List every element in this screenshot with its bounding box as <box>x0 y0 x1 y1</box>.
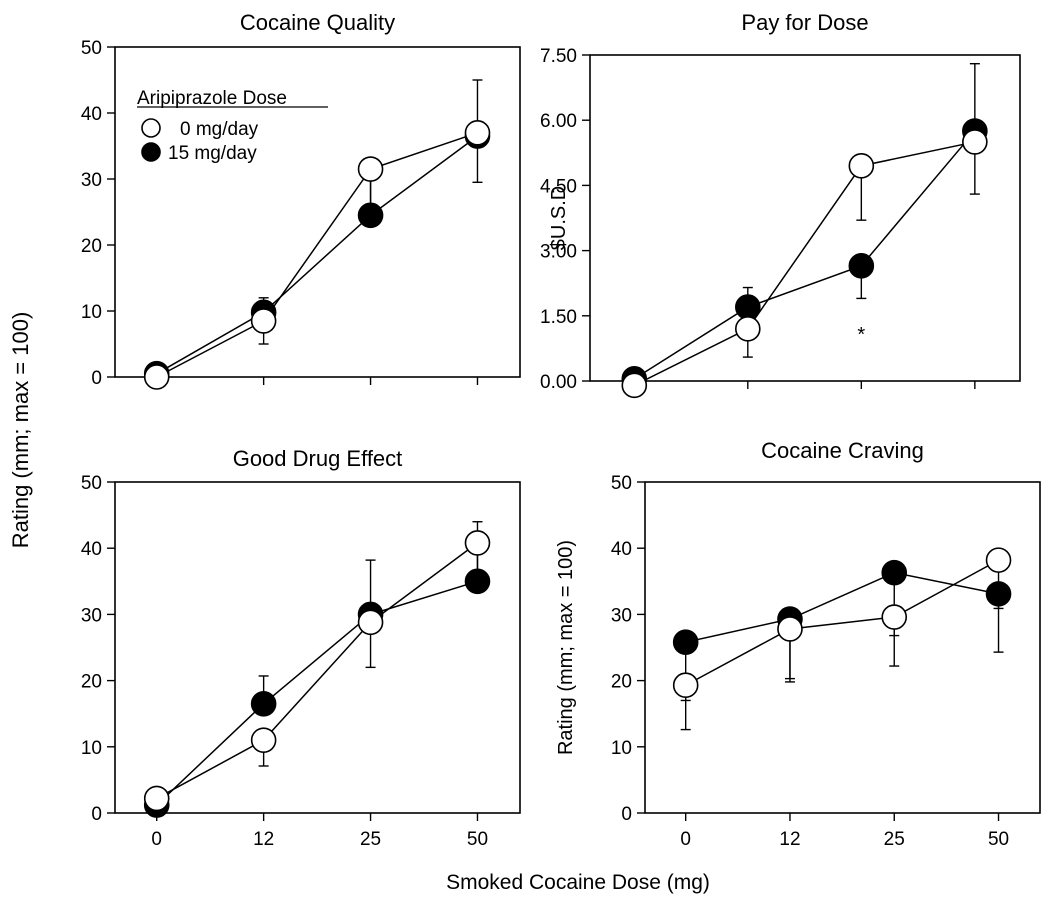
panel-title: Good Drug Effect <box>233 446 403 471</box>
series-line-filled <box>685 571 999 643</box>
x-tick-label: 12 <box>253 829 274 850</box>
y-tick-label: 0 <box>621 804 632 825</box>
y-tick-label: 1.50 <box>540 307 577 328</box>
y-tick-label: 0 <box>91 368 102 389</box>
series-line-open <box>156 542 478 800</box>
y-tick-label: 7.50 <box>540 46 577 67</box>
plot-frame <box>589 54 1021 382</box>
legend-marker-open <box>141 118 161 138</box>
data-point-filled <box>848 253 875 279</box>
shared-y-axis-label: Rating (mm; max = 100) <box>8 312 33 549</box>
panel-title: Cocaine Craving <box>761 438 924 463</box>
x-tick-label: 0 <box>680 829 691 850</box>
data-point-open <box>672 672 699 699</box>
x-tick-label: 25 <box>360 829 381 850</box>
panel-good: Good Drug Effect 0 10 20 30 40 50 0 12 25 50 <box>81 446 521 850</box>
legend-marker-filled <box>141 142 161 162</box>
y-tick-label: 3.00 <box>540 242 577 263</box>
data-point-filled <box>985 581 1012 607</box>
y-tick-label: 20 <box>81 672 102 693</box>
x-tick-label: 12 <box>779 829 800 850</box>
data-point-open <box>250 727 277 753</box>
y-tick-label: 40 <box>611 539 632 560</box>
y-tick-label: 30 <box>81 605 102 626</box>
panel-title: Cocaine Quality <box>240 10 395 35</box>
plot-frame <box>644 481 1041 814</box>
panel-title: Pay for Dose <box>741 10 868 35</box>
y-tick-label: 50 <box>81 473 102 494</box>
y-tick-label: 20 <box>81 236 102 257</box>
data-point-open <box>621 372 648 399</box>
y-tick-label: 40 <box>81 539 102 560</box>
y-tick-label: 50 <box>81 38 102 59</box>
data-point-open <box>250 308 277 334</box>
data-point-open <box>848 153 875 179</box>
y-tick-label: 0.00 <box>540 372 577 393</box>
plot-frame <box>114 481 521 814</box>
data-point-filled <box>357 202 384 229</box>
data-point-open <box>464 530 491 556</box>
series-line-open <box>156 132 478 378</box>
panel-quality: Cocaine Quality 0 10 20 30 40 50 Aripiprazole D… <box>81 10 521 390</box>
data-point-open <box>143 785 170 812</box>
y-tick-label: 6.00 <box>540 111 577 132</box>
data-point-open <box>735 316 761 342</box>
data-point-filled <box>881 559 908 586</box>
y-tick-label: 20 <box>611 672 632 693</box>
series-line-filled <box>156 135 478 375</box>
y-tick-label: 0 <box>91 804 102 825</box>
data-point-filled <box>735 294 761 320</box>
x-tick-label: 50 <box>467 829 488 850</box>
panel-craving: Cocaine Craving 0 10 20 30 40 50 0 12 25 50 Rating … <box>555 438 1041 850</box>
data-point-filled <box>672 629 699 656</box>
y-tick-label: 10 <box>81 302 102 323</box>
data-point-open <box>962 129 988 155</box>
data-point-open <box>464 120 491 146</box>
x-tick-label: 25 <box>884 829 905 850</box>
data-point-filled <box>464 568 491 595</box>
y-tick-label: 10 <box>81 738 102 759</box>
legend-title: Aripiprazole Dose <box>137 88 287 109</box>
x-tick-label: 50 <box>988 829 1009 850</box>
y-tick-label: 50 <box>611 473 632 494</box>
x-tick-label: 0 <box>151 829 162 850</box>
y-tick-label: 10 <box>611 738 632 759</box>
series-line-open <box>633 141 976 387</box>
series-line-filled <box>156 580 478 806</box>
data-point-open <box>357 609 384 636</box>
y-tick-label: 30 <box>81 170 102 191</box>
y-tick-label: 30 <box>611 605 632 626</box>
series-line-filled <box>633 130 976 380</box>
data-point-open <box>985 547 1012 573</box>
legend-entry: 15 mg/day <box>168 143 257 164</box>
data-point-open <box>357 156 384 182</box>
shared-x-axis-label: Smoked Cocaine Dose (mg) <box>446 871 710 894</box>
y-axis-label: $U.S.D <box>548 186 570 250</box>
data-point-filled <box>250 690 277 717</box>
data-point-open <box>143 364 170 390</box>
legend-entry: 0 mg/day <box>180 119 259 140</box>
legend: Aripiprazole Dose 0 mg/day 15 mg/day <box>137 88 328 164</box>
plot-frame <box>114 46 521 378</box>
data-point-open <box>777 616 803 642</box>
y-axis-label: Rating (mm; max = 100) <box>555 540 577 755</box>
series-line-open <box>685 559 999 686</box>
panel-pay: Pay for Dose 0.00 1.50 3.00 4.50 6.00 7.50 $U.S… <box>540 10 1021 399</box>
data-point-open <box>881 604 908 630</box>
y-tick-label: 4.50 <box>540 176 577 197</box>
y-tick-label: 40 <box>81 104 102 125</box>
significance-marker: * <box>857 324 865 346</box>
